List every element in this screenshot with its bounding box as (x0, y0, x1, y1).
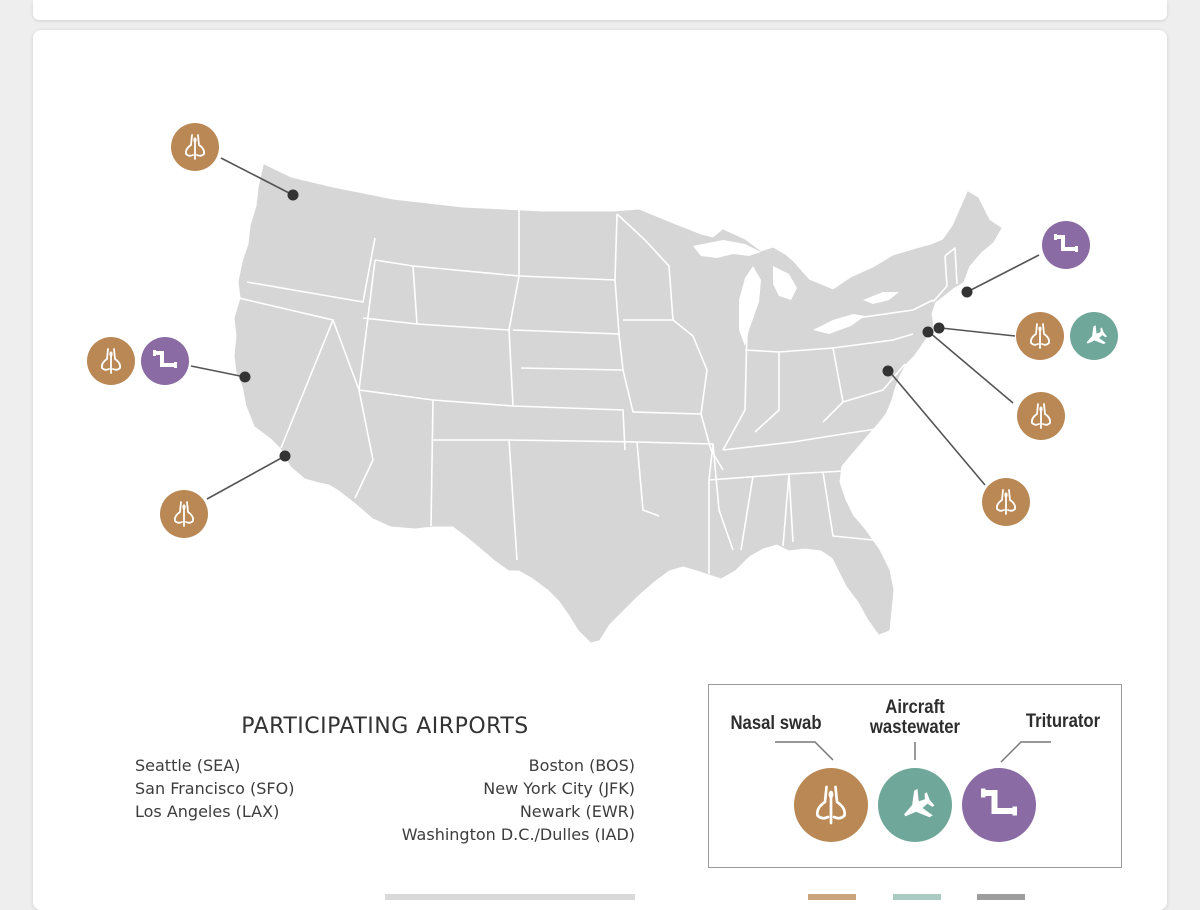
legend-label-triturator: Triturator (1025, 711, 1101, 732)
legend-label-nasal-swab: Nasal swab (730, 713, 822, 734)
legend-nasal-swab-symbol (794, 768, 868, 842)
new-york-nasal-swab-marker (1016, 312, 1064, 360)
new-york-aircraft-wastewater-marker (1070, 312, 1118, 360)
airport-new-york: New York City (JFK) (483, 779, 635, 798)
airport-dots (239, 189, 973, 462)
los-angeles-dot (279, 450, 291, 462)
legend-triturator-symbol (962, 768, 1036, 842)
los-angeles-nasal-swab-marker (160, 490, 208, 538)
legend-pointers (775, 741, 1051, 763)
us-land (234, 164, 1002, 643)
airport-boston: Boston (BOS) (528, 756, 635, 775)
airport-san-francisco: San Francisco (SFO) (135, 779, 295, 798)
infographic-card: PARTICIPATING AIRPORTS Seattle (SEA) San… (33, 30, 1167, 910)
san-francisco-triturator-marker (141, 337, 189, 385)
airport-seattle: Seattle (SEA) (135, 756, 241, 775)
airport-los-angeles: Los Angeles (LAX) (135, 802, 280, 821)
washington-dulles-dot (882, 365, 894, 377)
san-francisco-nasal-swab-marker (87, 337, 135, 385)
cut-off-content (808, 894, 856, 900)
airports-west-list: Seattle (SEA) San Francisco (SFO) Los An… (135, 754, 294, 823)
airports-east-list: Boston (BOS) New York City (JFK) Newark … (402, 754, 635, 846)
airport-newark: Newark (EWR) (519, 802, 635, 821)
legend-aircraft-wastewater-symbol (878, 768, 952, 842)
seattle-nasal-swab-marker (171, 123, 219, 171)
newark-dot (922, 326, 934, 338)
airport-washington-dulles: Washington D.C./Dulles (IAD) (401, 825, 635, 844)
us-map (87, 123, 1118, 842)
san-francisco-dot (239, 371, 251, 383)
participating-airports: PARTICIPATING AIRPORTS Seattle (SEA) San… (135, 714, 635, 844)
airports-title: PARTICIPATING AIRPORTS (241, 714, 529, 739)
new-york-dot (933, 322, 945, 334)
cut-off-content (977, 894, 1025, 900)
legend-label-aircraft-wastewater: Aircraft wastewater (869, 697, 961, 738)
state-borders (238, 210, 964, 574)
leader-lines (190, 157, 1040, 500)
legend (708, 684, 1122, 868)
boston-dot (961, 286, 973, 298)
previous-card (33, 0, 1167, 20)
boston-triturator-marker (1042, 221, 1090, 269)
cut-off-content (893, 894, 941, 900)
seattle-dot (287, 189, 299, 201)
newark-nasal-swab-marker (1017, 392, 1065, 440)
washington-dulles-nasal-swab-marker (982, 478, 1030, 526)
cut-off-content (385, 894, 635, 900)
